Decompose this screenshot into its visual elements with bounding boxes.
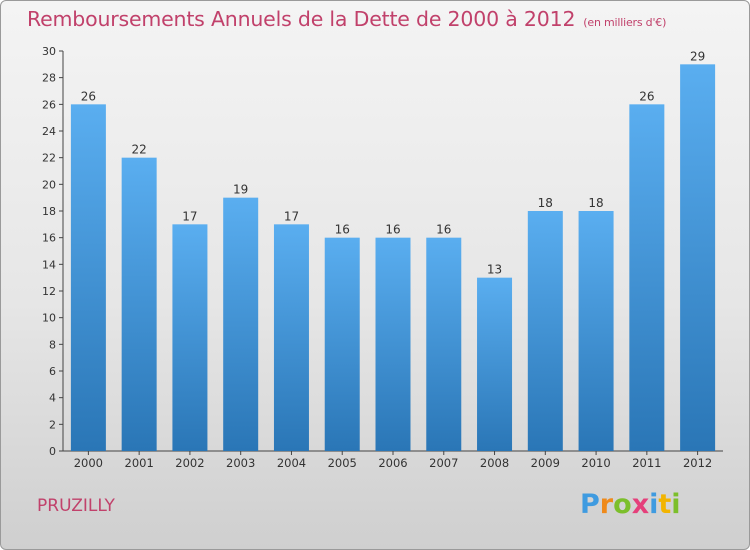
y-tick-label: 28 [42,72,56,85]
x-tick-label-2011: 2011 [632,456,661,470]
bar-2007 [426,237,462,451]
logo-letter: x [631,489,650,520]
chart-title: Remboursements Annuels de la Dette de 20… [27,7,666,31]
bar-2006 [375,237,411,451]
y-tick-label: 8 [49,338,56,351]
value-labels: 26 22 17 19 17 16 16 16 13 18 18 26 29 [81,49,706,276]
bar-2003 [223,197,259,451]
value-label-2009: 18 [538,196,553,210]
y-tick-label: 2 [49,418,56,431]
chart-unit: (en milliers d'€) [583,16,667,29]
x-tick-label-2012: 2012 [683,456,712,470]
x-tick-label-2003: 2003 [226,456,255,470]
logo-letter: i [671,489,681,520]
x-tick-label-2004: 2004 [277,456,306,470]
y-tick-label: 26 [42,98,56,111]
bar-2008 [477,277,513,451]
y-tick-label: 0 [49,445,56,458]
x-tick-label-2007: 2007 [429,456,458,470]
x-tick-label-2002: 2002 [175,456,204,470]
logo-letter: i [649,489,659,520]
bar-2004 [273,224,309,451]
proxiti-logo[interactable]: Proxiti [580,489,681,520]
value-label-2010: 18 [588,196,603,210]
x-tick-label-2005: 2005 [328,456,357,470]
commune-name: PRUZILLY [37,496,115,516]
bar-2005 [324,237,360,451]
value-label-2003: 19 [233,183,248,197]
bar-2002 [172,224,208,451]
value-label-2000: 26 [81,89,96,103]
logo-letter: r [599,489,614,520]
value-label-2007: 16 [436,223,451,237]
logo-letter: o [613,489,632,520]
value-label-2006: 16 [385,223,400,237]
x-tick-label-2001: 2001 [125,456,154,470]
y-tick-label: 30 [42,45,56,58]
chart-title-text: Remboursements Annuels de la Dette de 20… [27,7,576,31]
x-tick-label-2009: 2009 [531,456,560,470]
y-tick-label: 18 [42,205,56,218]
x-tick-label-2006: 2006 [378,456,407,470]
value-label-2001: 22 [132,143,147,157]
x-tick-label-2008: 2008 [480,456,509,470]
bar-2011 [629,104,665,451]
x-tick-label-2000: 2000 [74,456,103,470]
value-label-2002: 17 [182,209,197,223]
value-label-2008: 13 [487,263,502,277]
logo-letter: t [658,489,672,520]
value-label-2004: 17 [284,209,299,223]
y-tick-label: 20 [42,178,56,191]
logo-letter: P [580,489,600,520]
value-label-2005: 16 [335,223,350,237]
bar-2009 [527,211,563,451]
value-label-2012: 29 [690,49,705,63]
y-tick-label: 16 [42,232,56,245]
y-tick-label: 22 [42,152,56,165]
y-tick-label: 14 [42,258,56,271]
bar-2012 [680,64,716,452]
value-label-2011: 26 [639,89,654,103]
y-tick-label: 6 [49,365,56,378]
y-tick-label: 4 [49,392,56,405]
y-tick-label: 12 [42,285,56,298]
x-tick-label-2010: 2010 [581,456,610,470]
y-tick-label: 24 [42,125,56,138]
bar-2001 [121,157,157,451]
bar-2000 [70,104,106,451]
y-tick-label: 10 [42,312,56,325]
bars [70,64,716,452]
bar-2010 [578,211,614,451]
